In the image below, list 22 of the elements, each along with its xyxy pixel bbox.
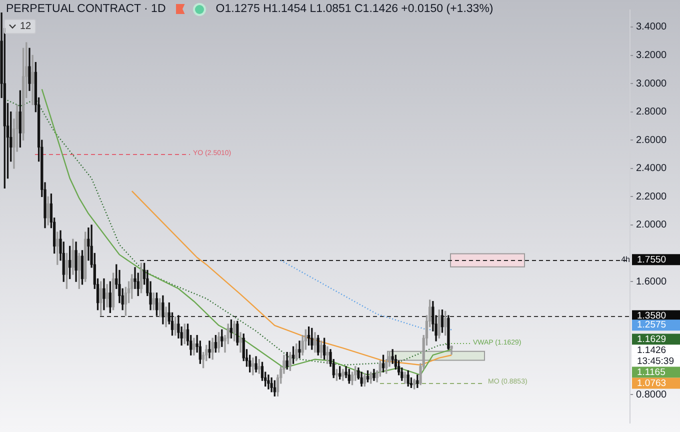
annotation: 4h [621, 254, 630, 264]
ref-line-label: 1.7550 [637, 254, 666, 266]
y-tick-label: 2.0000 [636, 220, 668, 231]
text: 1.1165 [637, 366, 666, 378]
y-tick-label: 3.2000 [636, 50, 668, 62]
y-tick-label: 3.4000 [636, 22, 668, 33]
text: 1.2575 [637, 320, 666, 331]
y-tick-label: 2.8000 [636, 106, 668, 118]
annotation: 12 [20, 21, 32, 32]
y-tick-label: 1.6000 [636, 276, 668, 288]
y-tick-label: 2.4000 [636, 163, 668, 174]
ref-line-label: 1.3580 [637, 310, 666, 322]
y-tick-label: 2.6000 [636, 134, 668, 146]
y-tick-label: 3.0000 [636, 78, 668, 90]
text: 13:45:39 [637, 356, 674, 367]
text: 1.1426 [637, 344, 666, 356]
chart-title: PERPETUAL CONTRACT · 1D [6, 3, 166, 15]
text: 1.0763 [637, 378, 666, 389]
y-tick-label: 2.2000 [636, 191, 668, 202]
chart-subtitle: O1.1275 H1.1454 L1.0851 C1.1426 +0.0150 (+1.33%) [216, 3, 494, 15]
text: 1.1629 [637, 334, 666, 345]
y-tick-label: 0.8000 [636, 389, 668, 400]
